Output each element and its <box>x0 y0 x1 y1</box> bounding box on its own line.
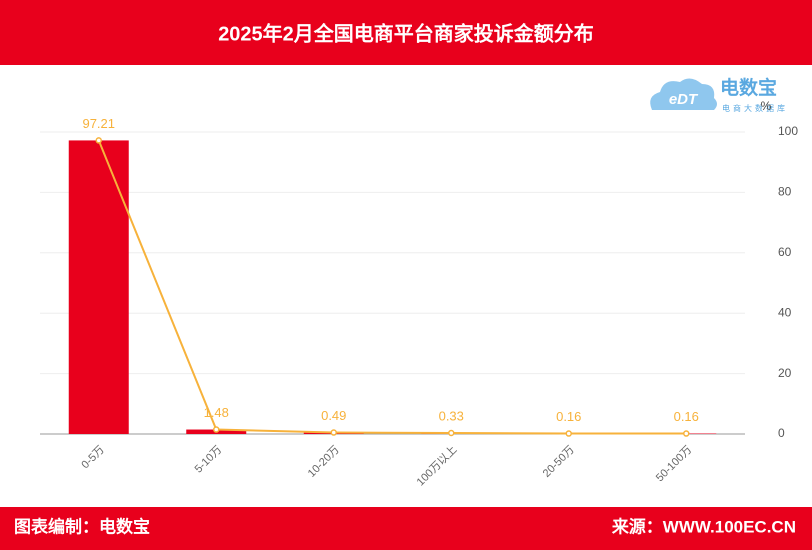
y-tick-label: 20 <box>778 366 792 380</box>
logo: eDT 电数宝 电商大数据库 <box>650 76 788 113</box>
y-tick-label: 100 <box>778 124 798 138</box>
line-point <box>683 430 690 437</box>
data-label: 0.49 <box>321 408 346 423</box>
line-point <box>213 426 220 433</box>
y-tick-label: 40 <box>778 305 792 319</box>
chart-title: 2025年2月全国电商平台商家投诉金额分布 <box>218 21 594 45</box>
logo-mark: eDT <box>669 91 699 108</box>
y-tick-label: 80 <box>778 185 792 199</box>
line-point <box>330 429 337 436</box>
logo-tagline: 电商大数据库 <box>722 103 788 113</box>
line-point <box>448 429 455 437</box>
footer-right: 来源：WWW.100EC.CN <box>611 516 796 536</box>
data-label: 0.16 <box>556 409 581 424</box>
y-tick-label: 0 <box>778 426 785 440</box>
data-label: 1.48 <box>204 405 229 420</box>
line-point <box>565 430 572 437</box>
logo-name: 电数宝 <box>720 76 777 99</box>
logo-cloud <box>650 78 717 110</box>
data-label: 0.16 <box>674 409 699 424</box>
footer-bar <box>0 507 812 550</box>
y-unit: % <box>761 99 772 113</box>
line <box>97 140 687 435</box>
bar <box>68 140 129 435</box>
line-point <box>95 137 102 144</box>
footer-left: 图表编制：电数宝 <box>14 516 150 536</box>
data-label: 97.21 <box>82 116 115 131</box>
data-label: 0.33 <box>439 408 464 423</box>
y-tick-label: 60 <box>778 245 792 259</box>
header-bar <box>0 0 812 65</box>
